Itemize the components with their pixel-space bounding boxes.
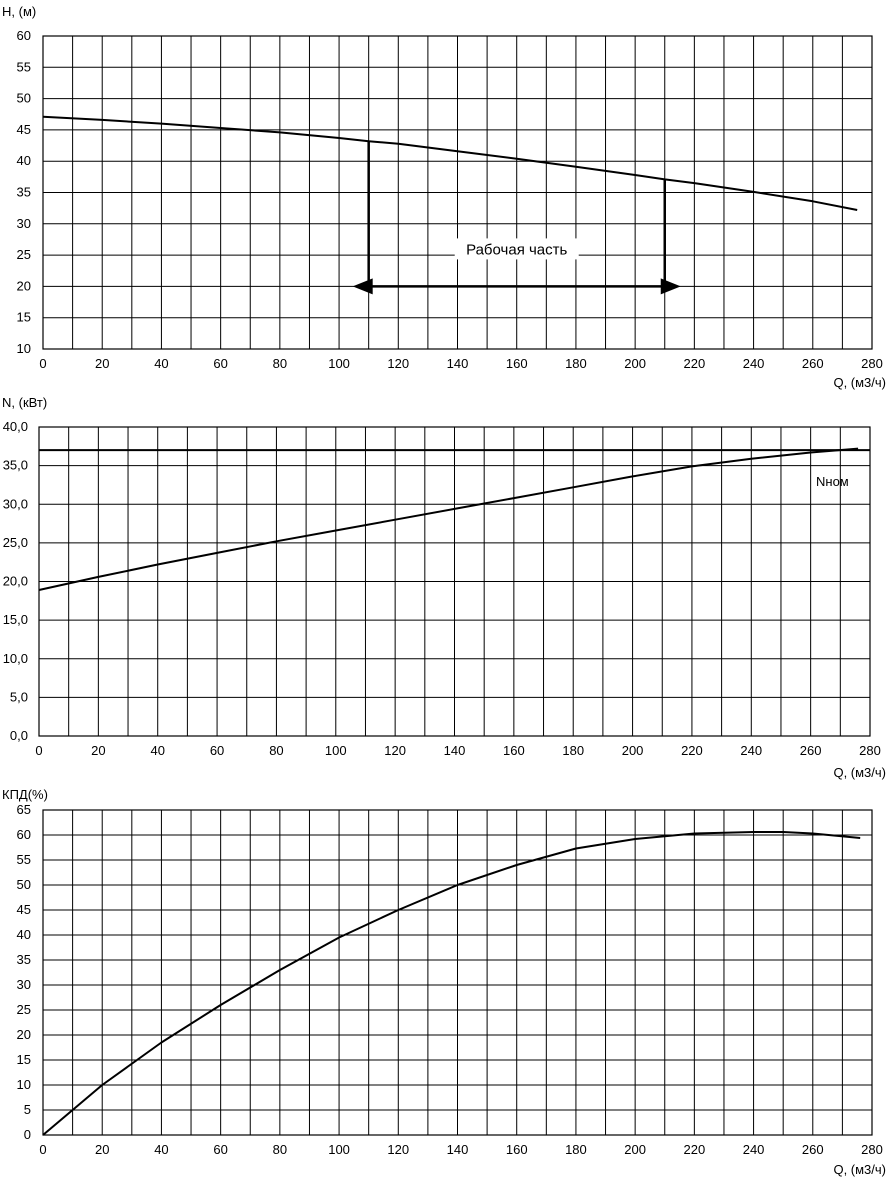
range-label-background xyxy=(454,238,579,260)
y-tick-label: 25 xyxy=(17,1002,31,1017)
y-tick-label: 55 xyxy=(17,59,31,74)
x-tick-label: 280 xyxy=(861,356,883,371)
x-tick-label: 100 xyxy=(328,356,350,371)
y-tick-label: 15 xyxy=(17,310,31,325)
x-tick-label: 200 xyxy=(624,1142,646,1157)
y-tick-label: 30,0 xyxy=(3,496,28,511)
series-line xyxy=(42,831,861,1136)
y-tick-label: 10 xyxy=(17,341,31,356)
y-tick-label: 5,0 xyxy=(10,689,28,704)
x-tick-label: 0 xyxy=(39,1142,46,1157)
x-tick-label: 280 xyxy=(859,743,881,758)
x-tick-label: 240 xyxy=(743,356,765,371)
x-tick-label: 100 xyxy=(328,1142,350,1157)
x-tick-label: 140 xyxy=(444,743,466,758)
y-tick-label: 20,0 xyxy=(3,574,28,589)
plot-frame xyxy=(42,809,873,1136)
x-tick-label: 80 xyxy=(273,1142,287,1157)
x-tick-label: 120 xyxy=(387,356,409,371)
x-tick-label: 40 xyxy=(154,1142,168,1157)
y-axis-title: N, (кВт) xyxy=(2,395,47,410)
x-tick-label: 20 xyxy=(91,743,105,758)
y-tick-label: 40,0 xyxy=(3,419,28,434)
head-chart: 10 15 20 25 30 35 40 45 50 55 60 0 20 40 60 80 100 120 140… xyxy=(2,4,886,390)
x-tick-label: 80 xyxy=(273,356,287,371)
y-tick-label: 55 xyxy=(17,852,31,867)
y-tick-label: 25,0 xyxy=(3,535,28,550)
x-tick-label: 160 xyxy=(503,743,525,758)
x-tick-label: 60 xyxy=(213,1142,227,1157)
power-chart: 0,0 5,0 10,0 15,0 20,0 25,0 30,0 35,0 40,0 0 20 40 6… xyxy=(2,395,886,780)
efficiency-chart: 0 5 10 15 20 25 30 35 40 45 50 55 60 65 0 20 40 60 80 100 12… xyxy=(2,787,886,1177)
x-tick-label: 60 xyxy=(213,356,227,371)
x-tick-label: 60 xyxy=(210,743,224,758)
series-line xyxy=(42,115,858,211)
plot-frame xyxy=(42,35,873,350)
x-tick-label: 220 xyxy=(684,356,706,371)
x-tick-label: 180 xyxy=(565,1142,587,1157)
y-tick-label: 30 xyxy=(17,216,31,231)
x-axis-title: Q, (м3/ч) xyxy=(833,765,886,780)
y-tick-label: 30 xyxy=(17,977,31,992)
y-tick-label: 45 xyxy=(17,902,31,917)
y-tick-label: 35,0 xyxy=(3,458,28,473)
y-tick-label: 35 xyxy=(17,185,31,200)
y-tick-label: 20 xyxy=(17,278,31,293)
x-tick-label: 260 xyxy=(802,1142,824,1157)
x-tick-label: 220 xyxy=(681,743,703,758)
x-tick-label: 180 xyxy=(565,356,587,371)
y-axis-title: КПД(%) xyxy=(2,787,48,802)
y-tick-label: 65 xyxy=(17,802,31,817)
x-axis-title: Q, (м3/ч) xyxy=(833,1162,886,1177)
y-tick-label: 45 xyxy=(17,122,31,137)
x-tick-label: 200 xyxy=(622,743,644,758)
range-label: Рабочая часть xyxy=(466,241,567,258)
x-tick-label: 140 xyxy=(447,1142,469,1157)
plot-frame xyxy=(38,426,871,737)
y-axis-title: H, (м) xyxy=(2,4,36,19)
y-tick-label: 10 xyxy=(17,1077,31,1092)
y-tick-label: 50 xyxy=(17,877,31,892)
x-tick-label: 20 xyxy=(95,356,109,371)
x-tick-label: 20 xyxy=(95,1142,109,1157)
y-tick-label: 15 xyxy=(17,1052,31,1067)
x-tick-label: 160 xyxy=(506,356,528,371)
y-tick-label: 5 xyxy=(24,1102,31,1117)
y-tick-label: 10,0 xyxy=(3,651,28,666)
y-tick-label: 0 xyxy=(24,1127,31,1142)
y-tick-label: 25 xyxy=(17,247,31,262)
y-tick-label: 15,0 xyxy=(3,612,28,627)
x-axis-title: Q, (м3/ч) xyxy=(833,375,886,390)
x-tick-label: 240 xyxy=(740,743,762,758)
x-tick-label: 120 xyxy=(387,1142,409,1157)
x-tick-label: 40 xyxy=(150,743,164,758)
x-tick-label: 240 xyxy=(743,1142,765,1157)
x-tick-label: 40 xyxy=(154,356,168,371)
y-tick-label: 20 xyxy=(17,1027,31,1042)
y-tick-label: 60 xyxy=(17,827,31,842)
x-tick-label: 220 xyxy=(684,1142,706,1157)
y-tick-label: 35 xyxy=(17,952,31,967)
x-tick-label: 280 xyxy=(861,1142,883,1157)
y-tick-label: 60 xyxy=(17,28,31,43)
x-tick-label: 200 xyxy=(624,356,646,371)
x-tick-label: 260 xyxy=(800,743,822,758)
series-line xyxy=(38,447,859,591)
x-tick-label: 80 xyxy=(269,743,283,758)
y-tick-label: 50 xyxy=(17,91,31,106)
x-tick-label: 160 xyxy=(506,1142,528,1157)
y-tick-label: 40 xyxy=(17,153,31,168)
x-tick-label: 180 xyxy=(562,743,584,758)
x-tick-label: 140 xyxy=(447,356,469,371)
x-tick-label: 0 xyxy=(39,356,46,371)
x-tick-label: 100 xyxy=(325,743,347,758)
nominal-power-label: Nном xyxy=(816,474,849,489)
y-tick-label: 0,0 xyxy=(10,728,28,743)
x-tick-label: 0 xyxy=(35,743,42,758)
x-tick-label: 260 xyxy=(802,356,824,371)
x-tick-label: 120 xyxy=(384,743,406,758)
y-tick-label: 40 xyxy=(17,927,31,942)
